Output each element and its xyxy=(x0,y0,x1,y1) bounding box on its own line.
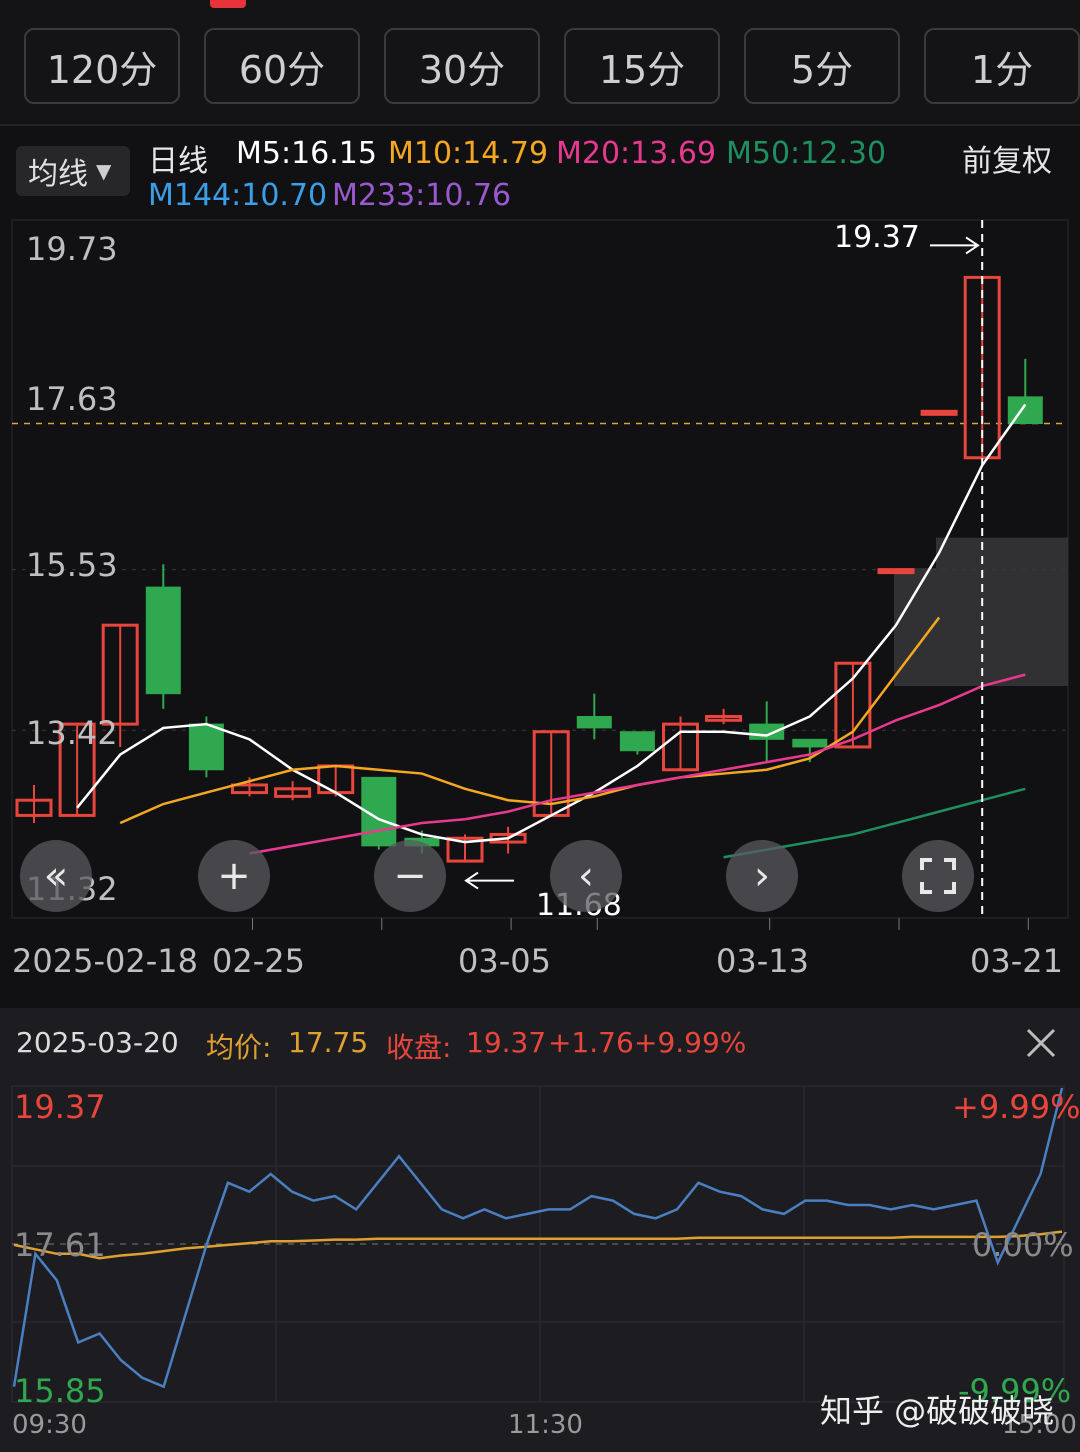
ma10-line xyxy=(119,616,941,825)
timeframe-15min[interactable]: 15分 xyxy=(564,28,720,104)
candle-body xyxy=(834,661,872,749)
ma233-value: M233:10.76 xyxy=(332,178,512,213)
high-annotation: 19.37 xyxy=(834,220,920,255)
candle-body xyxy=(15,798,53,817)
intraday-low-pct: -9.99% xyxy=(958,1372,1072,1410)
change-value: +1.76 xyxy=(548,1026,634,1059)
low-arrow xyxy=(464,871,514,890)
candle-body xyxy=(619,731,655,752)
price-axis-label: 17.63 xyxy=(26,380,118,418)
ma20-value: M20:13.69 xyxy=(556,136,717,171)
ma-dropdown-label: 均线 xyxy=(28,157,88,192)
fullscreen-button[interactable] xyxy=(902,840,974,912)
intraday-prev-close: 17.61 xyxy=(14,1226,106,1264)
fullscreen-icon xyxy=(920,858,956,894)
candle-body xyxy=(145,586,181,695)
intraday-low-price: 15.85 xyxy=(14,1372,106,1410)
timeframe-30min[interactable]: 30分 xyxy=(384,28,540,104)
shaded-zone xyxy=(894,537,1068,687)
chevron-left-icon: ‹ xyxy=(578,853,594,899)
intraday-chart[interactable] xyxy=(0,1080,1080,1452)
date-axis-label: 2025-02-18 xyxy=(12,942,198,980)
timeframe-1min[interactable]: 1分 xyxy=(924,28,1080,104)
candle-body xyxy=(662,722,699,772)
candle-body xyxy=(274,787,312,798)
time-start: 09:30 xyxy=(12,1410,87,1440)
adjust-mode[interactable]: 前复权 xyxy=(962,144,1052,179)
price-axis-label: 13.42 xyxy=(26,714,118,752)
candle-body xyxy=(877,568,915,575)
scroll-left-button[interactable]: ‹ xyxy=(550,840,622,912)
close-value: 19.37 xyxy=(466,1026,547,1059)
intraday-date: 2025-03-20 xyxy=(16,1026,179,1059)
plus-icon: + xyxy=(217,853,251,899)
date-axis-label: 03-13 xyxy=(716,942,809,980)
active-tab-indicator xyxy=(210,0,246,8)
zoom-out-button[interactable]: − xyxy=(374,840,446,912)
candlestick-chart[interactable] xyxy=(0,216,1080,1006)
candle-body xyxy=(231,783,268,795)
timeframe-5min[interactable]: 5分 xyxy=(744,28,900,104)
candle-body xyxy=(576,715,612,729)
zoom-in-button[interactable]: + xyxy=(198,840,270,912)
change-percent: +9.99% xyxy=(634,1026,747,1059)
watermark: 知乎 @破破破晓 xyxy=(820,1392,1055,1430)
ma20-line xyxy=(249,673,1026,855)
ma5-line xyxy=(76,403,1027,844)
scroll-right-button[interactable]: › xyxy=(726,840,798,912)
ma-dropdown[interactable]: 均线 ▼ xyxy=(16,146,130,196)
timeframe-120min[interactable]: 120分 xyxy=(24,28,180,104)
candle-body xyxy=(188,723,224,771)
date-axis-label: 03-05 xyxy=(458,942,551,980)
intraday-high-price: 19.37 xyxy=(14,1088,106,1126)
avg-price-value: 17.75 xyxy=(288,1026,369,1059)
intraday-zero-pct: 0.00% xyxy=(972,1226,1074,1264)
date-axis-label: 02-25 xyxy=(212,942,305,980)
price-line xyxy=(12,1087,1064,1389)
candle-body xyxy=(58,722,96,817)
ma50-value: M50:12.30 xyxy=(726,136,887,171)
ma10-value: M10:14.79 xyxy=(388,136,549,171)
price-axis-label: 19.73 xyxy=(26,230,118,268)
chevron-right-icon: › xyxy=(754,853,770,899)
high-arrow xyxy=(930,236,980,255)
period-label: 日线 xyxy=(148,144,208,179)
avg-price-line xyxy=(13,1230,1063,1260)
candle-body xyxy=(489,832,527,844)
timeframe-bar xyxy=(0,0,1080,122)
candle-body xyxy=(705,714,743,722)
time-end: 15:00 xyxy=(1002,1410,1077,1440)
minus-icon: − xyxy=(393,853,427,899)
close-icon xyxy=(1026,1028,1056,1058)
close-button[interactable] xyxy=(1020,1022,1062,1064)
close-label: 收盘: xyxy=(386,1031,452,1064)
price-axis-label: 15.53 xyxy=(26,546,118,584)
ma5-value: M5:16.15 xyxy=(236,136,377,171)
candle-body xyxy=(446,836,484,863)
divider xyxy=(0,124,1080,126)
ma144-value: M144:10.70 xyxy=(148,178,328,213)
candle-body xyxy=(749,723,785,740)
chevron-down-icon: ▼ xyxy=(96,159,112,183)
candle-body xyxy=(920,409,958,416)
intraday-high-pct: +9.99% xyxy=(952,1088,1080,1126)
scroll-to-start-button[interactable]: « xyxy=(20,840,92,912)
double-chevron-left-icon: « xyxy=(43,853,69,899)
candle-body xyxy=(792,738,828,748)
timeframe-60min[interactable]: 60分 xyxy=(204,28,360,104)
candle-body xyxy=(101,623,139,726)
time-mid: 11:30 xyxy=(508,1410,583,1440)
date-axis-label: 03-21 xyxy=(970,942,1063,980)
avg-price-label: 均价: xyxy=(206,1031,272,1064)
